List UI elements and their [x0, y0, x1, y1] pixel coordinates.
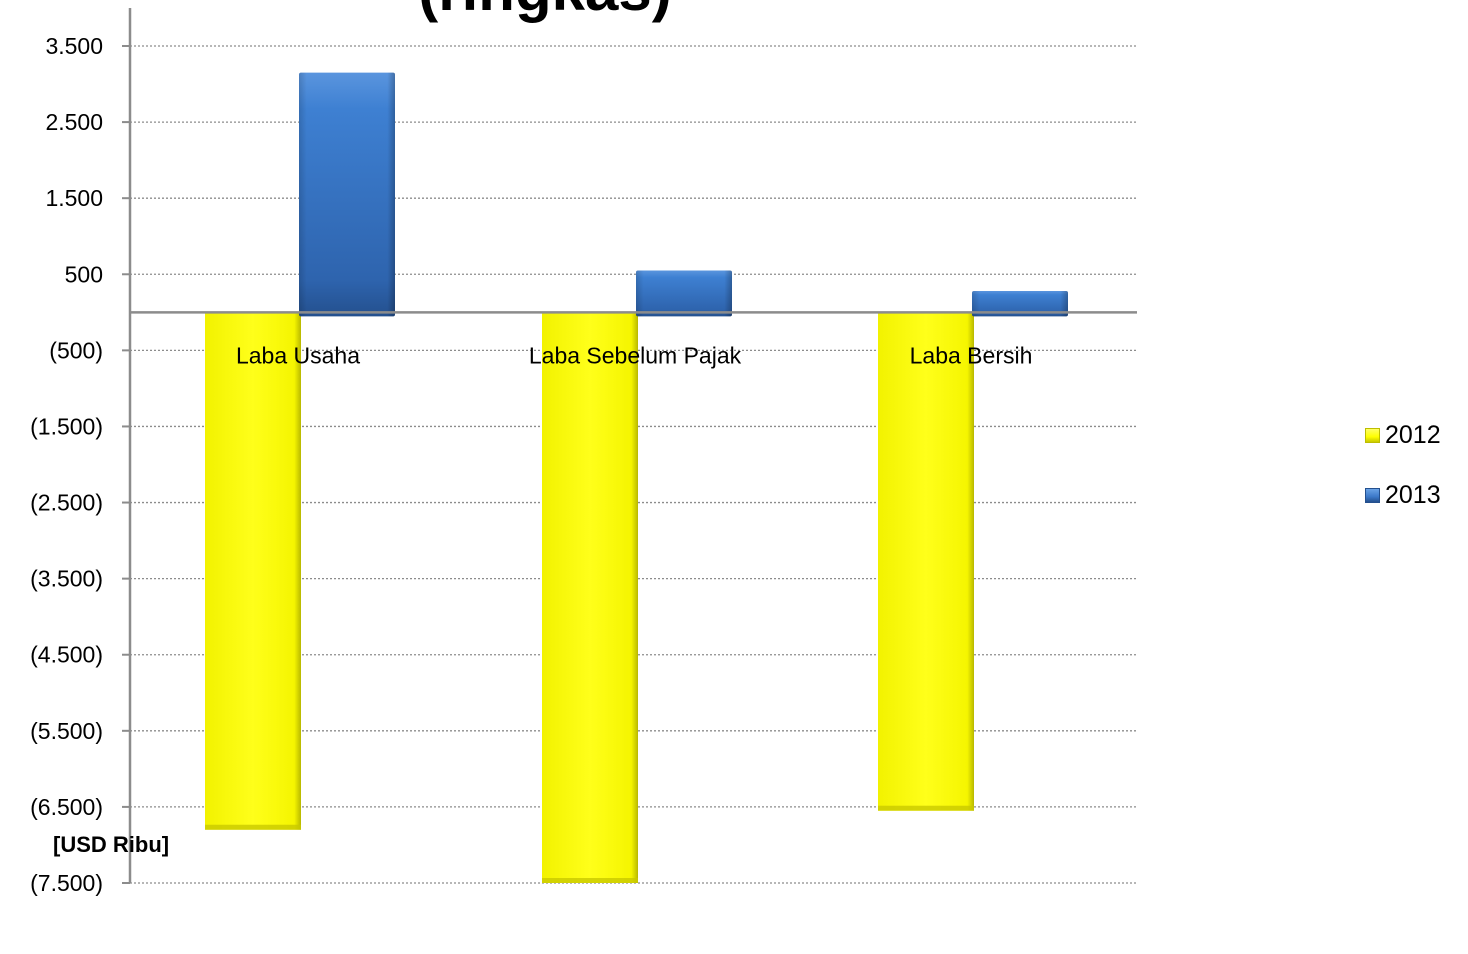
bar-2012-2 [878, 312, 974, 811]
bar-2013-1 [636, 270, 732, 317]
legend-item-2013: 2013 [1365, 478, 1465, 512]
bar-2012-0 [205, 312, 301, 830]
unit-label: [USD Ribu] [53, 832, 170, 857]
bar-2013-shade [636, 270, 732, 317]
legend-label-2012: 2012 [1385, 420, 1441, 449]
bar-2012-edge [205, 824, 301, 830]
y-tick-label: (7.500) [30, 870, 103, 896]
y-tick-label: 2.500 [45, 109, 103, 135]
y-tick-label: (2.500) [30, 490, 103, 516]
y-tick-label: 500 [65, 261, 103, 287]
y-tick-label: (500) [49, 337, 103, 363]
bar-2012 [878, 312, 974, 811]
y-tick-label: (3.500) [30, 566, 103, 592]
y-tick-label: 3.500 [45, 33, 103, 59]
axes [122, 8, 1137, 884]
y-tick-labels: 3.500 2.500 1.500 500 (500) (1.500) (2.500) (3.… [30, 33, 103, 896]
category-labels: Laba Usaha Laba Sebelum Pajak Laba Bersih [236, 342, 1032, 368]
bar-2012-edge [878, 805, 974, 811]
bars [205, 72, 1068, 883]
category-label: Laba Sebelum Pajak [529, 342, 742, 368]
category-label: Laba Usaha [236, 342, 360, 368]
bar-2013-0 [299, 72, 395, 317]
chart-title: (ringkas) [418, 0, 671, 23]
bar-2012 [542, 312, 638, 883]
legend-swatch-2013 [1365, 487, 1380, 503]
bar-2013-shade [972, 291, 1068, 317]
legend-label-2013: 2013 [1385, 480, 1441, 509]
bar-2013-shade [299, 72, 395, 317]
legend-swatch-2012 [1365, 427, 1380, 443]
bar-2012-edge [542, 878, 638, 883]
legend: 2012 2013 [1365, 418, 1465, 538]
legend-item-2012: 2012 [1365, 418, 1465, 452]
y-tick-label: (4.500) [30, 642, 103, 668]
bar-2012-1 [542, 312, 638, 883]
y-tick-label: (6.500) [30, 794, 103, 820]
category-label: Laba Bersih [910, 342, 1033, 368]
bar-2012 [205, 312, 301, 830]
y-tick-label: 1.500 [45, 185, 103, 211]
y-tick-label: (5.500) [30, 718, 103, 744]
y-tick-label: (1.500) [30, 413, 103, 439]
bar-2013-2 [972, 291, 1068, 317]
